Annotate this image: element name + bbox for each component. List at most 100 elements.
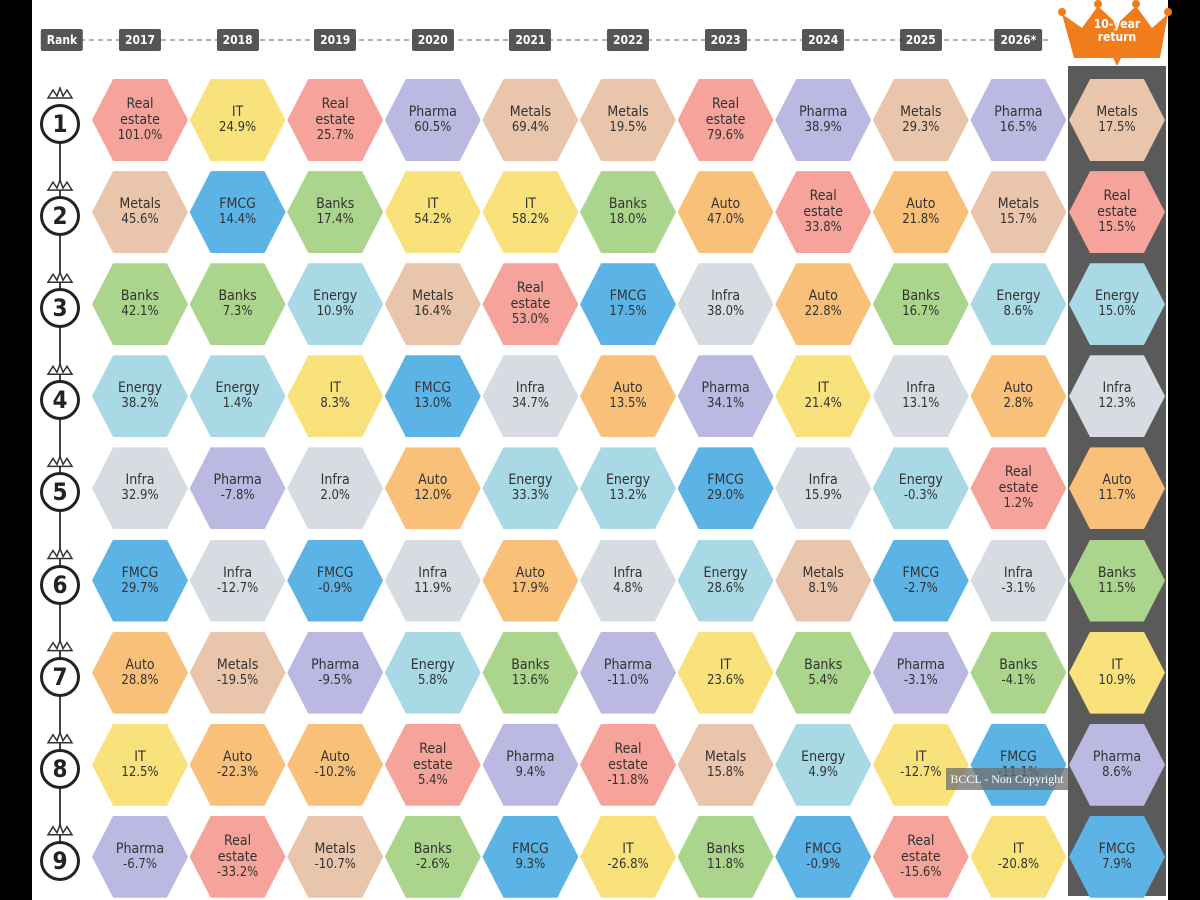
sector-return: 2.0%: [320, 488, 351, 504]
sector-cell: Metals 17.5%: [1069, 79, 1165, 161]
sector-return: 4.8%: [613, 580, 643, 596]
rank-crown: [46, 177, 74, 191]
sector-name: Real estate: [1097, 188, 1137, 221]
sector-name: IT: [134, 748, 146, 765]
sector-return: 23.6%: [707, 672, 745, 688]
year-header: 2020: [411, 29, 454, 51]
sector-return: 13.6%: [511, 672, 549, 688]
sector-cell: Pharma 9.4%: [482, 723, 579, 806]
sector-return: 19.5%: [609, 120, 647, 135]
sector-name: Banks: [901, 288, 940, 305]
sector-return: 45.6%: [121, 212, 159, 228]
sector-cell: Real estate -15.6%: [872, 815, 969, 898]
sector-return: 38.0%: [707, 304, 745, 320]
sector-return: 60.5%: [414, 120, 452, 135]
sector-name: Real estate: [803, 188, 844, 221]
sector-return: 11.7%: [1098, 488, 1136, 504]
sector-return: -10.2%: [314, 764, 356, 780]
sector-cell: IT 21.4%: [775, 355, 872, 438]
sector-cell: Energy 1.4%: [189, 355, 286, 438]
sector-cell: Banks 7.3%: [189, 263, 286, 346]
sector-name: Pharma: [603, 656, 653, 673]
year-header: 2021: [509, 29, 552, 51]
sector-name: Auto: [125, 656, 155, 673]
sector-return: 21.8%: [902, 212, 940, 228]
sector-name: Real estate: [705, 96, 746, 128]
sector-return: 7.9%: [1102, 856, 1132, 872]
sector-name: Banks: [218, 288, 257, 305]
sector-cell: Auto 13.5%: [580, 355, 676, 438]
sector-return: 28.8%: [121, 672, 159, 688]
rank-number: 7: [40, 656, 80, 697]
sector-name: IT: [719, 656, 732, 673]
sector-name: Energy: [605, 472, 651, 489]
sector-return: 13.1%: [902, 396, 940, 412]
sector-name: FMCG: [1098, 840, 1136, 857]
sector-cell: Metals 29.3%: [872, 79, 969, 161]
sector-return: 8.6%: [1102, 764, 1132, 780]
rank-number: 6: [40, 564, 80, 605]
sector-cell: FMCG -0.9%: [287, 539, 384, 622]
sector-name: IT: [524, 196, 537, 213]
year-header: 2017: [118, 29, 162, 51]
sector-name: Infra: [906, 380, 936, 397]
sector-cell: Pharma 60.5%: [384, 79, 481, 161]
sector-return: -4.1%: [1001, 672, 1036, 688]
sector-cell: Banks -4.1%: [970, 631, 1067, 714]
sector-cell: FMCG 13.0%: [384, 355, 481, 438]
sector-name: Metals: [509, 104, 552, 120]
sector-cell: Energy 10.9%: [287, 263, 384, 346]
sector-cell: Pharma 16.5%: [970, 79, 1067, 161]
ten-year-label: 10-year return: [1093, 17, 1141, 44]
year-header: 2022: [606, 29, 650, 51]
sector-cell: Auto 21.8%: [872, 171, 969, 254]
sector-cell: FMCG 29.7%: [92, 539, 188, 622]
sector-name: Pharma: [115, 840, 165, 857]
sector-cell: Auto 28.8%: [92, 631, 188, 714]
sector-cell: Energy 28.6%: [677, 539, 774, 622]
sector-cell: Metals 69.4%: [482, 79, 579, 161]
sector-return: 58.2%: [511, 212, 549, 228]
sector-name: Metals: [1096, 104, 1138, 120]
sector-return: 1.4%: [222, 396, 253, 412]
sector-return: -11.0%: [607, 672, 649, 688]
sector-name: Energy: [996, 288, 1041, 305]
sector-return: 8.3%: [320, 396, 351, 412]
sector-name: Metals: [314, 840, 356, 857]
sector-name: FMCG: [316, 564, 354, 581]
sector-cell: Metals 16.4%: [384, 263, 481, 346]
sector-cell: Infra 4.8%: [580, 539, 676, 622]
sector-return: 11.8%: [707, 856, 745, 872]
sector-name: Metals: [997, 196, 1040, 213]
sector-return: 32.9%: [121, 488, 159, 504]
sector-cell: IT -26.8%: [580, 815, 676, 898]
sector-cell: Metals 8.1%: [775, 539, 872, 622]
sector-cell: Auto 22.8%: [775, 263, 872, 346]
sector-name: Energy: [508, 472, 553, 489]
sector-cell: Auto 12.0%: [384, 447, 481, 530]
sector-return: 8.1%: [808, 580, 839, 596]
sector-cell: Metals 15.7%: [970, 171, 1067, 254]
rank-number: 3: [40, 288, 80, 329]
sector-cell: FMCG 14.4%: [189, 171, 286, 254]
sector-return: -0.9%: [806, 856, 841, 872]
sector-return: -19.5%: [216, 672, 259, 688]
sector-return: 38.2%: [121, 396, 159, 412]
sector-cell: Auto 11.7%: [1069, 447, 1165, 530]
sector-cell: Pharma 38.9%: [775, 79, 872, 161]
sector-name: Banks: [804, 656, 843, 673]
sector-cell: IT 24.9%: [189, 79, 286, 161]
sector-return: 11.9%: [414, 580, 452, 596]
sector-name: Infra: [223, 564, 253, 581]
sector-cell: Auto 17.9%: [482, 539, 579, 622]
sector-cell: Pharma -6.7%: [92, 815, 188, 898]
sector-name: Pharma: [799, 104, 848, 120]
sector-name: FMCG: [219, 196, 256, 213]
sector-name: Auto: [418, 472, 448, 489]
rank-crown: [46, 85, 74, 99]
sector-return: 21.4%: [804, 396, 842, 412]
sector-return: 24.9%: [219, 120, 257, 135]
rank-number: 4: [40, 380, 80, 421]
sector-name: Real estate: [900, 832, 941, 865]
sector-cell: Banks 5.4%: [775, 631, 872, 714]
